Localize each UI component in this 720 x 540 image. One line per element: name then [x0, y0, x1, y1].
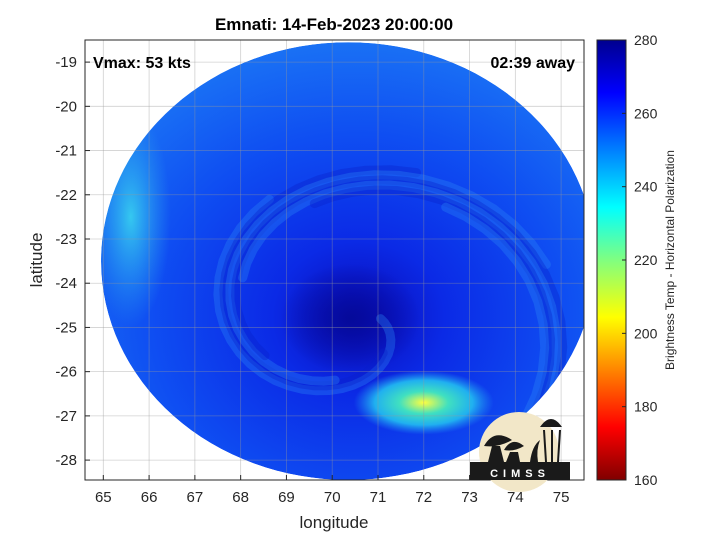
logo-ground: [470, 462, 570, 480]
y-tick-label: -26: [55, 364, 77, 381]
colorbar-tick-label: 240: [634, 179, 658, 195]
y-tick-label: -28: [55, 452, 77, 469]
away-label: 02:39 away: [490, 55, 575, 72]
y-tick-label: -19: [55, 54, 77, 71]
colorbar: 160 180 200 220 240 260 280 Brightness Temp - …: [596, 32, 677, 488]
logo-tree-icon: [530, 440, 540, 462]
grid: [85, 40, 584, 480]
y-tick-label: -27: [55, 408, 77, 425]
spiral-band: [230, 175, 568, 429]
x-tick-label: 66: [141, 489, 158, 506]
spiral-band: [225, 170, 551, 386]
y-tick-label: -24: [55, 275, 77, 292]
spiral-bands: [101, 165, 568, 480]
logo-text: CIMSS: [490, 468, 550, 480]
axis-ticks: 65 66 67 68 69 70 71 72 73 74 75 -19 -20 -21 -22 -23 -24…: [55, 54, 569, 506]
colorbar-tick-label: 160: [634, 472, 658, 488]
dish-icon-2: [504, 441, 524, 462]
colorbar-tick-label: 220: [634, 252, 658, 268]
x-tick-label: 67: [187, 489, 204, 506]
swath-feature-eye: [280, 263, 421, 374]
colorbar-tick-label: 200: [634, 325, 658, 341]
x-tick-label: 72: [415, 489, 432, 506]
swath-base: [101, 42, 584, 480]
vmax-label: Vmax: 53 kts: [93, 55, 191, 72]
y-tick-label: -23: [55, 231, 77, 248]
axes-frame: [84, 39, 585, 481]
spiral-band: [153, 185, 556, 480]
y-tick-label: -21: [55, 143, 77, 160]
colorbar-label: Brightness Temp - Horizontal Polarizatio…: [663, 150, 677, 370]
chart-title: Emnati: 14-Feb-2023 20:00:00: [215, 15, 453, 34]
x-tick-label: 75: [553, 489, 570, 506]
x-tick-label: 70: [324, 489, 341, 506]
colorbar-gradient: [596, 39, 627, 481]
y-tick-label: -25: [55, 319, 77, 336]
x-tick-label: 71: [370, 489, 387, 506]
x-tick-label: 74: [507, 489, 524, 506]
x-tick-label: 69: [278, 489, 295, 506]
spiral-band: [219, 165, 421, 391]
colorbar-tick-label: 260: [634, 105, 658, 121]
x-tick-label: 65: [95, 489, 112, 506]
y-tick-label: -20: [55, 98, 77, 115]
dish-icon: [484, 435, 512, 462]
cimss-logo: CIMSS: [470, 412, 570, 492]
colorbar-tick-label: 280: [634, 32, 658, 48]
water-tower-icon: [539, 419, 563, 463]
spiral-band: [213, 194, 396, 396]
colorbar-ticks: 160 180 200 220 240 260 280: [622, 32, 658, 488]
colorbar-tick-label: 180: [634, 399, 658, 415]
swath-feature-warm-band: [353, 370, 494, 435]
x-axis-label: longitude: [299, 513, 368, 532]
y-axis-label: latitude: [27, 233, 46, 288]
x-tick-label: 73: [461, 489, 478, 506]
y-tick-label: -22: [55, 187, 77, 204]
x-tick-label: 68: [232, 489, 249, 506]
